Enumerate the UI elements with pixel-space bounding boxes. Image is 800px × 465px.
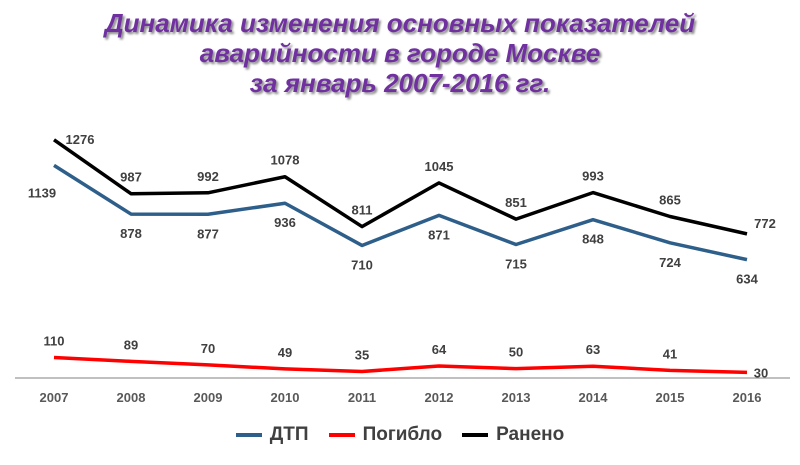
- data-label-killed-2015: 41: [663, 346, 677, 361]
- chart-title: Динамика изменения основных показателей …: [0, 8, 800, 98]
- data-label-killed-2008: 89: [124, 337, 138, 352]
- x-tick-layer: 2007 2008 2009 2010 2011 2012 2013 2014 2015 2016: [40, 390, 762, 405]
- x-tick-label-2011: 2011: [348, 390, 376, 405]
- data-label-injured-2008: 987: [120, 170, 142, 185]
- x-tick-label-2014: 2014: [579, 390, 609, 405]
- chart-title-line-2: аварийности в городе Москве: [199, 38, 601, 68]
- data-label-dtp-2012: 871: [428, 227, 450, 242]
- data-label-injured-2007: 1276: [66, 132, 95, 147]
- x-tick-label-2007: 2007: [40, 390, 69, 405]
- chart-title-line-1: Динамика изменения основных показателей: [104, 8, 696, 38]
- legend-item-killed: Погибло: [328, 424, 443, 446]
- data-label-dtp-2007: 1139: [28, 185, 56, 200]
- legend-swatch-killed: [328, 433, 355, 437]
- data-label-injured-2009: 992: [197, 169, 219, 184]
- data-label-killed-2007: 110: [44, 333, 65, 348]
- series-layer: [52, 138, 748, 375]
- x-tick-label-2010: 2010: [271, 390, 300, 405]
- legend-item-injured: Ранено: [462, 424, 564, 446]
- x-tick-label-2012: 2012: [425, 390, 454, 405]
- data-label-killed-2012: 64: [432, 342, 447, 357]
- data-label-layer: 1139 878 877 936 710 871 715 848 724 634 110 89 70 49…: [28, 132, 776, 381]
- data-label-injured-2011: 811: [352, 203, 373, 218]
- legend-label-dtp: ДТП: [269, 424, 309, 445]
- chart-title-line-3: за январь 2007-2016 гг.: [249, 68, 551, 98]
- data-label-killed-2011: 35: [355, 347, 369, 362]
- legend-label-injured: Ранено: [496, 424, 565, 445]
- x-tick-label-2009: 2009: [194, 390, 223, 405]
- legend-item-dtp: ДТП: [235, 424, 309, 446]
- data-label-killed-2009: 70: [201, 341, 215, 356]
- data-label-killed-2016: 30: [754, 365, 768, 380]
- legend: ДТП Погибло Ранено: [0, 424, 800, 446]
- series-line-killed: [53, 355, 748, 375]
- data-label-killed-2013: 50: [509, 345, 523, 360]
- data-label-injured-2015: 865: [659, 193, 681, 208]
- x-tick-label-2008: 2008: [117, 390, 146, 405]
- data-label-injured-2010: 1078: [271, 153, 300, 168]
- data-label-dtp-2014: 848: [582, 232, 604, 247]
- data-label-dtp-2008: 878: [120, 226, 142, 241]
- series-line-injured: [52, 138, 748, 236]
- data-label-injured-2014: 993: [582, 169, 604, 184]
- data-label-killed-2010: 49: [278, 345, 292, 360]
- line-chart: 1139 878 877 936 710 871 715 848 724 634 110 89 70 49…: [15, 132, 790, 405]
- data-label-dtp-2009: 877: [197, 226, 219, 241]
- x-tick-label-2013: 2013: [502, 390, 531, 405]
- x-tick-label-2015: 2015: [656, 390, 685, 405]
- series-line-dtp: [53, 163, 748, 262]
- data-label-dtp-2015: 724: [659, 255, 681, 270]
- data-label-injured-2016: 772: [754, 216, 776, 231]
- data-label-injured-2013: 851: [505, 195, 527, 210]
- legend-swatch-injured: [462, 433, 489, 437]
- x-tick-label-2016: 2016: [733, 390, 762, 405]
- data-label-dtp-2011: 710: [351, 257, 373, 272]
- data-label-dtp-2010: 936: [274, 215, 296, 230]
- data-label-killed-2014: 63: [586, 342, 600, 357]
- data-label-injured-2012: 1045: [425, 159, 454, 174]
- legend-swatch-dtp: [235, 433, 262, 437]
- data-label-dtp-2013: 715: [505, 257, 527, 272]
- legend-label-killed: Погибло: [362, 424, 443, 445]
- data-label-dtp-2016: 634: [736, 272, 758, 287]
